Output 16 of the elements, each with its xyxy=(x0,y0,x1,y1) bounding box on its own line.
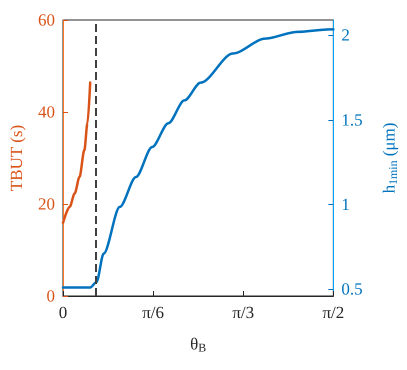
y2-tick-label: 2 xyxy=(341,26,350,45)
y-tick-label: 60 xyxy=(38,10,55,30)
y-tick-label: 0 xyxy=(46,286,55,306)
y2-axis-title: h1min (μm) xyxy=(380,122,400,194)
y-axis-title: TBUT (s) xyxy=(7,124,26,192)
line-series xyxy=(62,81,92,224)
x-tick-label: π/3 xyxy=(232,303,254,322)
y-tick-label: 20 xyxy=(38,194,55,214)
y2-tick-label: 1 xyxy=(341,195,350,214)
y-tick-label: 40 xyxy=(38,102,55,122)
x-tick-label: π/6 xyxy=(142,303,164,322)
x-tick-label: π/2 xyxy=(322,303,344,322)
y2-tick-label: 1.5 xyxy=(341,110,363,130)
line-series xyxy=(62,28,335,289)
y2-tick-label: 0.5 xyxy=(341,280,363,299)
x-tick-label: 0 xyxy=(58,303,68,322)
